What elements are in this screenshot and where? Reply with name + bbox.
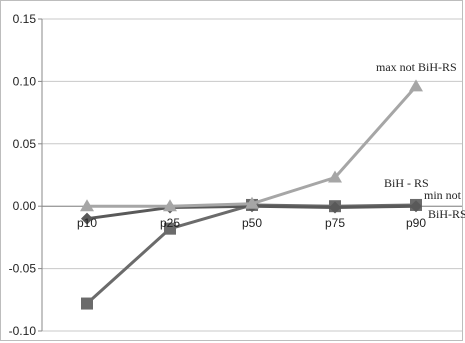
x-tick-label: p75 bbox=[325, 216, 345, 230]
data-point-diamond bbox=[329, 201, 341, 214]
data-point-triangle bbox=[245, 196, 259, 209]
annotation-bih-rs: BiH - RS bbox=[384, 176, 429, 190]
x-tick-label: p90 bbox=[406, 216, 426, 230]
series-line-triangle bbox=[87, 85, 418, 208]
x-tick-label: p25 bbox=[160, 216, 180, 230]
data-point-triangle bbox=[409, 79, 423, 92]
annotation-max-not-bih-rs: max not BiH-RS bbox=[376, 60, 457, 74]
data-point-square bbox=[81, 297, 93, 310]
x-tick-label: p50 bbox=[242, 216, 262, 230]
x-tick-label: p10 bbox=[77, 216, 97, 230]
data-point-diamond bbox=[410, 200, 422, 213]
y-tick-label: 0.10 bbox=[13, 74, 37, 88]
y-tick-label: -0.05 bbox=[9, 262, 37, 276]
y-tick-label: 0.05 bbox=[13, 137, 37, 151]
y-tick-label: 0.00 bbox=[13, 199, 37, 213]
y-tick-label: 0.15 bbox=[13, 12, 37, 26]
data-point-triangle bbox=[328, 170, 342, 183]
data-point-square bbox=[164, 222, 176, 235]
data-point-triangle bbox=[80, 199, 94, 212]
annotation-min-not-line1: min not bbox=[424, 188, 462, 202]
data-point-diamond bbox=[81, 212, 93, 225]
data-point-triangle bbox=[163, 199, 177, 212]
y-tick-label: -0.10 bbox=[9, 324, 37, 338]
annotation-min-not-line2: BiH-RS bbox=[428, 207, 465, 221]
